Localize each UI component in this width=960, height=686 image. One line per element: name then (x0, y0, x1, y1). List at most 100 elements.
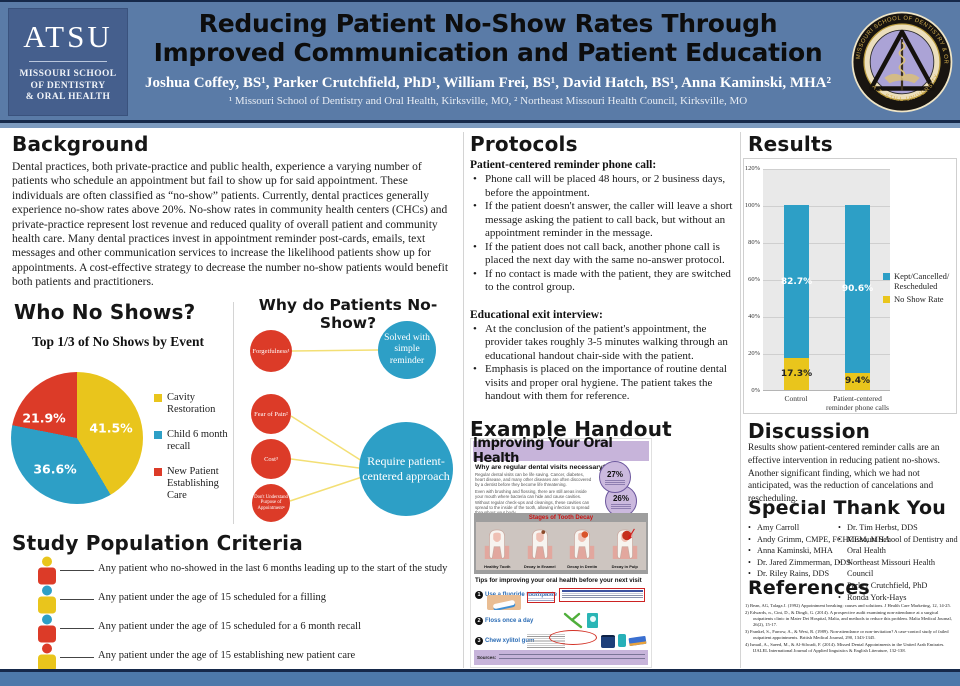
y-tick: 100% (744, 202, 760, 209)
bar-plot: 82.7% 17.3% 90.6% 9.4% (763, 169, 890, 391)
tip-row: 3 Chew xylitol gum (475, 630, 649, 651)
reference: 1) Bean, AG, Talaga J. (1992) Appointmen… (745, 603, 951, 608)
brushing-photo (487, 595, 521, 610)
bar-segment-kept: 82.7% (781, 205, 812, 358)
header-rule-navy (0, 120, 960, 123)
teeth-row: Healthy Tooth Decay in Enamel (476, 522, 646, 570)
tip-row: 1 Use a fluoride toothpaste (475, 586, 649, 611)
thanks-item: Dr. Riley Rains, DDS (748, 568, 856, 580)
footer-rule-navy (0, 669, 960, 672)
toothpaste-label-small (527, 592, 555, 603)
criteria-text: Any patient under the age of 15 schedule… (98, 621, 361, 632)
cause-circle-fear-of-pain: Fear of Pain² (251, 394, 291, 434)
x-label-control: Control (784, 394, 808, 403)
thanks-heading: Special Thank You (748, 497, 946, 519)
handout-paragraph: Regular dental visits can be life saving… (475, 472, 592, 488)
logo-divider (29, 61, 107, 62)
criteria-text: Any patient under the age of 15 establis… (98, 650, 356, 661)
bar-segment-noshow: 9.4% (845, 372, 870, 390)
legend-swatch (883, 295, 890, 303)
criteria-row: Any patient under the age of 15 schedule… (30, 585, 455, 615)
discussion-paragraph: Results show patient-centered reminder c… (748, 443, 940, 505)
handout-paragraph: Even with brushing and flossing, there a… (475, 488, 587, 499)
bar-patient-centered: 90.6% 9.4% (842, 205, 873, 390)
affiliations: ¹ Missouri School of Dentistry and Oral … (228, 95, 748, 107)
protocol-subheading: Educational exit interview: (470, 308, 603, 321)
bar-segment-kept: 90.6% (842, 205, 873, 373)
poster-title-line1: Reducing Patient No-Show Rates Through (198, 9, 778, 38)
tooth-stage-healthy: Healthy Tooth (476, 527, 518, 569)
footer-bar (0, 672, 960, 686)
person-icon (38, 556, 56, 585)
column-divider (740, 132, 741, 668)
bar-segment-noshow: 17.3% (781, 358, 812, 390)
thanks-item: Ronda York-Hays (838, 592, 958, 604)
drug-facts-label (559, 588, 645, 602)
y-tick: 120% (744, 165, 760, 172)
connector-line (60, 628, 94, 629)
criteria-row: Any patient under the age of 15 schedule… (30, 614, 455, 644)
tip-row: 2 Floss once a day (475, 612, 649, 632)
cause-circle-cost: Cost³ (251, 439, 291, 479)
cause-circle-forgetfulness: Forgetfulness¹ (250, 330, 292, 372)
example-handout: Improving Your Oral Health Why are regul… (470, 436, 652, 668)
protocol-subheading: Patient-centered reminder phone call: (470, 159, 657, 171)
pie-legend: Cavity Restoration Child 6 month recall … (154, 392, 234, 515)
cause-circle-dont-understand: Don't Understand Purpose of Appointment⁴ (252, 484, 290, 522)
gum-bottle-icon (618, 634, 626, 647)
references-heading: References (748, 577, 870, 599)
thanks-item: Missouri School of Dentistry and Oral He… (838, 534, 958, 557)
thanks-item: Dr. Jared Zimmerman, DDS (748, 557, 856, 569)
protocol-bullet: Phone call will be placed 48 hours, or 2… (470, 173, 734, 200)
connector-line (60, 570, 94, 571)
bar-legend: Kept/Cancelled/ Rescheduled No Show Rate (883, 271, 956, 307)
poster-title-line2: Improved Communication and Patient Educa… (153, 38, 823, 67)
gum-jar-icon (601, 635, 615, 648)
person-icon (38, 614, 56, 643)
pie-chart-title: Top 1/3 of No Shows by Event (31, 334, 205, 349)
thanks-item: Northeast Missouri Health Council (838, 557, 958, 580)
why-no-show-heading: Why do Patients No-Show? (258, 296, 438, 332)
decay-figure-title: Stages of Tooth Decay (528, 515, 594, 521)
authors: Joshua Coffey, BS¹, Parker Crutchfield, … (144, 75, 832, 91)
person-icon (38, 643, 56, 672)
floss-box-icon (587, 613, 598, 628)
thanks-column-1: Amy Carroll Andy Grimm, CMPE, FCHCEM, MH… (748, 522, 890, 580)
legend-swatch (154, 394, 162, 402)
header: ATSU MISSOURI SCHOOL OF DENTISTRY & ORAL… (0, 0, 960, 120)
connector-line (60, 657, 94, 658)
why-no-show-diagram: Why do Patients No-Show? Forgetfulness¹ … (236, 296, 460, 528)
protocols-heading: Protocols (470, 132, 578, 156)
y-tick: 20% (748, 350, 760, 357)
legend-item: Child 6 month recall (154, 429, 234, 453)
stat-badge: 27% (599, 461, 631, 493)
pie-value-label: 41.5% (89, 420, 133, 436)
protocol-bullet: Emphasis is placed on the importance of … (470, 363, 734, 404)
header-rule-light (0, 123, 960, 128)
solution-circle-patient-centered: Require patient-centered approach (359, 422, 453, 516)
column-divider (463, 132, 464, 668)
legend-swatch (154, 468, 162, 476)
protocol-bullet: If the patient does not call back, anoth… (470, 241, 734, 268)
tooth-stage-enamel: Decay in Enamel (519, 527, 561, 569)
logo-subtitle: MISSOURI SCHOOL OF DENTISTRY & ORAL HEAL… (19, 69, 117, 102)
x-label-patient-centered: Patient-centered reminder phone calls (826, 394, 889, 412)
source-urls (499, 653, 645, 662)
floss-pick-icon (563, 612, 583, 629)
criteria-row: Any patient under the age of 15 establis… (30, 643, 455, 673)
background-paragraph: Dental practices, both private-practice … (12, 161, 449, 289)
pie-value-label: 21.9% (22, 410, 66, 426)
legend-item: Cavity Restoration (154, 392, 234, 416)
thanks-item: Dr. Tim Herbst, DDS (838, 522, 958, 534)
legend-item: Kept/Cancelled/ Rescheduled (883, 271, 956, 291)
y-tick: 80% (748, 239, 760, 246)
reference: 3) Frankel, S., Farrow, A., & West, R. (… (745, 629, 949, 640)
protocol-bullet: If the patient doesn't answer, the calle… (470, 200, 734, 241)
legend-swatch (154, 431, 162, 439)
handout-sources: Sources: (474, 650, 648, 665)
reference: 4) Ismail, A., Saeed, M., & Al-Silwadi, … (745, 642, 945, 653)
tooth-decay-figure: Stages of Tooth Decay Healthy Tooth (474, 513, 648, 574)
handout-title: Improving Your Oral Health (473, 436, 649, 466)
study-population-heading: Study Population Criteria (12, 531, 303, 555)
handout-question-heading: Why are regular dental visits necessary? (475, 464, 607, 471)
